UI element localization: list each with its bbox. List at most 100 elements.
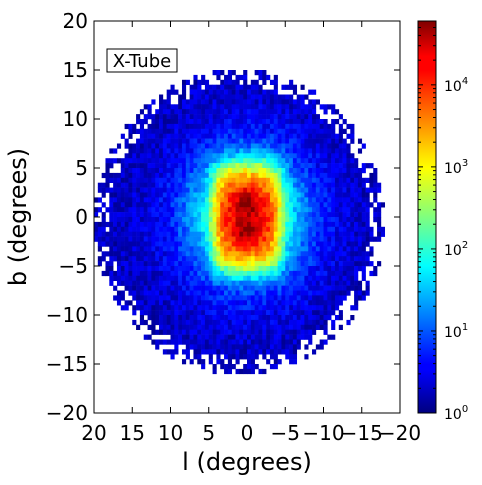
heatmap-cell: [327, 241, 332, 247]
heatmap-cell: [258, 70, 263, 76]
heatmap-cell: [143, 128, 148, 134]
heatmap-cell: [204, 84, 210, 90]
heatmap-cell: [296, 221, 301, 228]
heatmap-cell: [304, 310, 309, 316]
heatmap-cell: [285, 143, 290, 149]
heatmap-cell: [162, 119, 167, 125]
heatmap-cell: [296, 138, 301, 144]
heatmap-cell: [166, 187, 171, 193]
heatmap-cell: [254, 300, 259, 306]
heatmap-cell: [170, 231, 175, 237]
heatmap-cell: [342, 241, 347, 247]
heatmap-cell: [346, 319, 351, 326]
heatmap-cell: [354, 261, 359, 267]
heatmap-cell: [342, 266, 347, 272]
heatmap-cell: [189, 221, 194, 228]
heatmap-cell: [159, 324, 164, 330]
heatmap-cell: [197, 212, 202, 218]
heatmap-cell: [147, 221, 152, 228]
heatmap-cell: [166, 324, 171, 330]
heatmap-cell: [331, 182, 336, 188]
heatmap-cell: [327, 104, 332, 110]
heatmap-cell: [312, 270, 317, 277]
heatmap-cell: [116, 300, 122, 306]
heatmap-cell: [197, 359, 202, 365]
heatmap-cell: [338, 158, 343, 164]
heatmap-cell: [189, 197, 194, 203]
heatmap-cell: [254, 128, 259, 134]
heatmap-cell: [189, 133, 194, 139]
heatmap-cell: [277, 168, 282, 174]
heatmap-cell: [285, 236, 290, 242]
heatmap-cell: [139, 246, 145, 252]
heatmap-cell: [342, 143, 347, 149]
heatmap-cell: [201, 123, 206, 130]
heatmap-cell: [247, 197, 252, 203]
heatmap-cell: [151, 319, 156, 326]
annotation-box: [106, 48, 178, 73]
heatmap-cell: [273, 182, 278, 188]
heatmap-cell: [166, 104, 171, 110]
heatmap-cell: [193, 202, 198, 208]
heatmap-cell: [162, 202, 167, 208]
heatmap-cell: [289, 266, 294, 272]
heatmap-cell: [151, 177, 156, 183]
heatmap-cell: [323, 192, 328, 198]
heatmap-cell: [262, 329, 267, 335]
heatmap-cell: [331, 261, 336, 267]
heatmap-cell: [208, 359, 213, 365]
heatmap-cell: [216, 241, 221, 247]
heatmap-cell: [208, 324, 213, 330]
heatmap-cell: [258, 334, 263, 340]
heatmap-cell: [224, 266, 229, 272]
heatmap-cell: [312, 251, 317, 257]
heatmap-cell: [143, 217, 148, 223]
heatmap-cell: [174, 217, 179, 223]
heatmap-cell: [162, 236, 167, 242]
heatmap-cell: [139, 133, 145, 139]
heatmap-cell: [254, 364, 259, 370]
heatmap-cell: [212, 334, 217, 340]
heatmap-cell: [285, 158, 290, 164]
heatmap-cell: [334, 256, 340, 262]
heatmap-cell: [227, 368, 233, 375]
heatmap-cell: [354, 270, 359, 277]
heatmap-cell: [323, 329, 328, 335]
heatmap-cell: [147, 133, 152, 139]
heatmap-cell: [247, 104, 252, 110]
heatmap-cell: [208, 339, 213, 345]
heatmap-cell: [327, 295, 332, 301]
heatmap-cell: [155, 153, 160, 159]
heatmap-cell: [170, 172, 175, 179]
heatmap-cell: [227, 324, 233, 330]
heatmap-cell: [136, 168, 141, 174]
heatmap-cell: [181, 133, 187, 139]
heatmap-cell: [120, 251, 125, 257]
heatmap-cell: [327, 226, 332, 232]
heatmap-cell: [312, 143, 317, 149]
heatmap-cell: [300, 104, 305, 110]
heatmap-cell: [208, 280, 213, 286]
heatmap-cell: [296, 246, 301, 252]
heatmap-cell: [166, 202, 171, 208]
heatmap-cell: [201, 79, 206, 85]
heatmap-cell: [285, 354, 290, 360]
heatmap-cell: [143, 236, 148, 242]
heatmap-cell: [174, 270, 179, 277]
heatmap-cell: [204, 133, 210, 139]
heatmap-cell: [204, 168, 210, 174]
heatmap-cell: [243, 70, 248, 76]
heatmap-cell: [327, 172, 332, 179]
heatmap-cell: [185, 197, 190, 203]
heatmap-cell: [170, 300, 175, 306]
heatmap-cell: [197, 315, 202, 321]
heatmap-cell: [354, 226, 359, 232]
heatmap-cell: [361, 246, 366, 252]
heatmap-cell: [197, 177, 202, 183]
heatmap-cell: [136, 275, 141, 281]
heatmap-cell: [170, 354, 175, 360]
heatmap-cell: [361, 207, 366, 213]
heatmap-cell: [235, 172, 240, 179]
heatmap-cell: [350, 168, 355, 174]
heatmap-cell: [166, 217, 171, 223]
